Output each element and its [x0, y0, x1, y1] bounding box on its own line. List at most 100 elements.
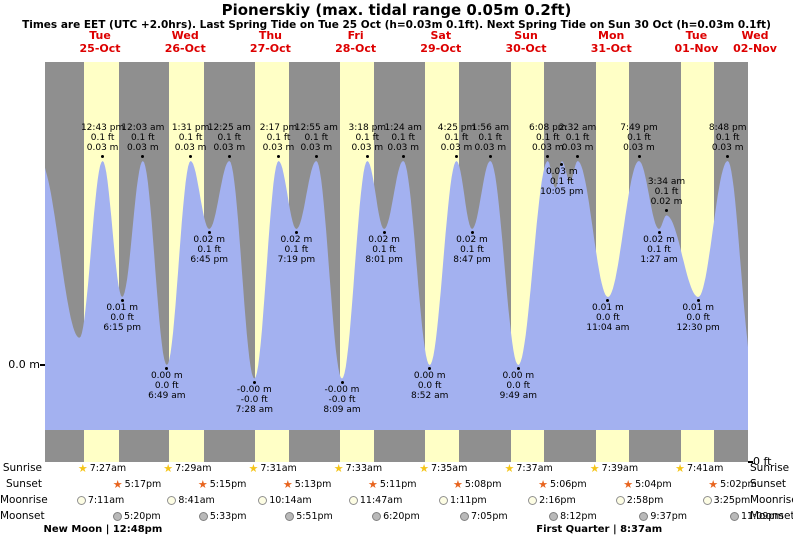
astro-row-label-sunset-left: Sunset: [5, 478, 42, 490]
day-header-row: Tue 25-Oct Wed 26-Oct Thu 27-Oct Fri 28-Oct Sat 2…: [0, 29, 793, 59]
sunset-time: 5:13pm: [294, 479, 332, 490]
tide-annotation: 12:55 am 0.1 ft 0.03 m: [295, 123, 338, 153]
sunset-entry: ★ 5:08pm: [453, 478, 502, 491]
tide-annotation-line: 0.02 m: [280, 235, 313, 245]
tide-annotation-line: -0.00 m: [324, 384, 360, 395]
tide-annotation-line: 0.0 ft: [417, 381, 442, 391]
sunset-time: 5:04pm: [635, 479, 672, 490]
zero-tick-left: [40, 364, 45, 366]
moonset-entry: 6:20pm: [372, 510, 420, 523]
astro-row-label-sunset-right: Sunset: [750, 478, 787, 490]
tide-annotation-line: 0.1 ft: [90, 133, 115, 143]
tide-annotation-line: 0.0 ft: [596, 313, 620, 323]
tide-annotation-line: 7:19 pm: [277, 255, 316, 265]
day-date: 28-Oct: [335, 42, 377, 55]
sunset-time: 5:02pm: [720, 479, 757, 490]
moonrise-icon: [702, 496, 712, 505]
sunrise-star-icon: ★: [419, 462, 429, 475]
tide-annotation-line: 9:49 am: [499, 391, 537, 401]
tide-annotation: 0.03 m 0.1 ft 10:05 pm: [540, 167, 583, 197]
sunset-star-icon: ★: [538, 478, 548, 491]
tide-annotation-line: 0.1 ft: [549, 177, 574, 187]
tide-annotation: 2:17 pm 0.1 ft 0.03 m: [260, 123, 298, 153]
tide-annotation-line: 3:34 am: [647, 177, 686, 188]
tide-annotation: 3:34 am 0.1 ft 0.02 m: [648, 177, 685, 207]
day-header: Fri 28-Oct: [335, 29, 376, 55]
tide-point-dot: [665, 209, 668, 213]
tide-annotation: -0.00 m -0.0 ft 7:28 am: [236, 385, 273, 415]
astro-row-label-moonrise-left: Moonrise: [0, 494, 48, 506]
moonset-entry: 11:09pm: [730, 510, 784, 523]
tide-annotation-line: 2:32 am: [558, 123, 597, 133]
moonset-icon: [730, 512, 739, 521]
moonset-entry: 7:05pm: [460, 510, 508, 523]
tide-annotation-line: 12:03 am: [121, 123, 165, 133]
tide-annotation: 0.01 m 0.0 ft 12:30 pm: [677, 303, 720, 333]
sunset-star-icon: ★: [623, 478, 634, 491]
tide-annotation-line: 2:17 pm: [259, 123, 298, 133]
moonrise-time: 1:11pm: [450, 495, 487, 506]
sunrise-entry: ★ 7:41am: [675, 462, 723, 475]
moonset-time: 5:33pm: [209, 511, 247, 522]
tide-annotation-line: 0.0 ft: [686, 313, 711, 323]
tide-annotation: 12:43 pm 0.1 ft 0.03 m: [81, 123, 124, 153]
tide-point-dot: [165, 367, 169, 370]
day-date: 29-Oct: [420, 42, 462, 55]
tide-annotation-line: 0.00 m: [413, 371, 446, 381]
tide-annotation-line: 0.03 m: [545, 167, 578, 177]
tide-annotation-line: 0.00 m: [502, 371, 535, 381]
tide-annotation-line: 6:08 pm: [529, 123, 567, 133]
tide-annotation-line: 0.1 ft: [266, 133, 291, 143]
day-date: 01-Nov: [674, 42, 719, 55]
tide-annotation-line: 0.03 m: [300, 143, 333, 153]
moonrise-time: 7:11am: [87, 495, 125, 506]
tide-annotation-line: -0.0 ft: [240, 394, 268, 405]
tide-annotation-line: 0.1 ft: [217, 133, 242, 143]
tide-annotation-line: 12:55 am: [294, 123, 338, 133]
tide-point-dot: [189, 155, 193, 158]
tide-annotation-line: 0.00 m: [150, 371, 183, 381]
day-name: Thu: [258, 29, 283, 42]
moonrise-icon: [76, 496, 86, 505]
moonrise-entry: 11:47am: [348, 494, 402, 507]
sunrise-star-icon: ★: [248, 462, 259, 475]
moonset-entry: 9:37pm: [639, 510, 687, 523]
tide-annotation-line: 4:25 pm: [437, 123, 476, 133]
tide-point-dot: [470, 231, 474, 234]
moonset-icon: [549, 512, 559, 521]
tide-annotation-line: 0.1 ft: [565, 133, 590, 143]
day-header: Tue 25-Oct: [80, 29, 121, 55]
sunset-star-icon: ★: [197, 478, 208, 491]
day-name: Tue: [89, 29, 111, 42]
moonset-time: 6:20pm: [383, 511, 420, 522]
moonset-time: 7:05pm: [471, 511, 508, 522]
tide-point-dot: [207, 231, 211, 234]
moonset-icon: [285, 512, 295, 521]
sunrise-star-icon: ★: [589, 462, 600, 475]
tide-annotation-line: 0.1 ft: [391, 133, 416, 143]
tide-annotation-line: 0.0 ft: [110, 313, 135, 323]
tide-point-dot: [488, 155, 492, 158]
tide-annotation: 1:24 am 0.1 ft 0.03 m: [385, 123, 422, 153]
moon-phase-note: First Quarter | 8:37am: [536, 524, 663, 535]
tide-point-dot: [428, 367, 432, 370]
tide-annotation: 6:08 pm 0.1 ft 0.03 m: [529, 123, 567, 153]
tide-annotation-line: 0.03 m: [531, 143, 564, 153]
tide-annotation-line: 12:25 am: [207, 123, 251, 133]
tide-annotation: 0.01 m 0.0 ft 6:15 pm: [103, 303, 141, 333]
day-header: Wed 26-Oct: [165, 29, 206, 55]
tide-annotation-line: 8:48 pm: [708, 123, 747, 133]
tide-annotation-line: 0.03 m: [623, 143, 655, 153]
day-date: 02-Nov: [733, 42, 777, 55]
tide-point-dot: [516, 367, 520, 370]
tide-annotation-line: 0.02 m: [193, 235, 226, 245]
tide-annotation: 12:03 am 0.1 ft 0.03 m: [121, 123, 164, 153]
tide-annotation-line: 0.03 m: [126, 143, 159, 153]
sunrise-entry: ★ 7:37am: [505, 462, 553, 475]
moonrise-entry: 8:41am: [167, 494, 215, 507]
tide-annotation-line: 6:45 pm: [190, 255, 228, 265]
tide-annotation-line: 0.1 ft: [654, 187, 679, 198]
sunrise-time: 7:41am: [686, 463, 724, 474]
day-date: 27-Oct: [249, 42, 291, 55]
tide-annotation-line: 0.02 m: [643, 235, 675, 245]
